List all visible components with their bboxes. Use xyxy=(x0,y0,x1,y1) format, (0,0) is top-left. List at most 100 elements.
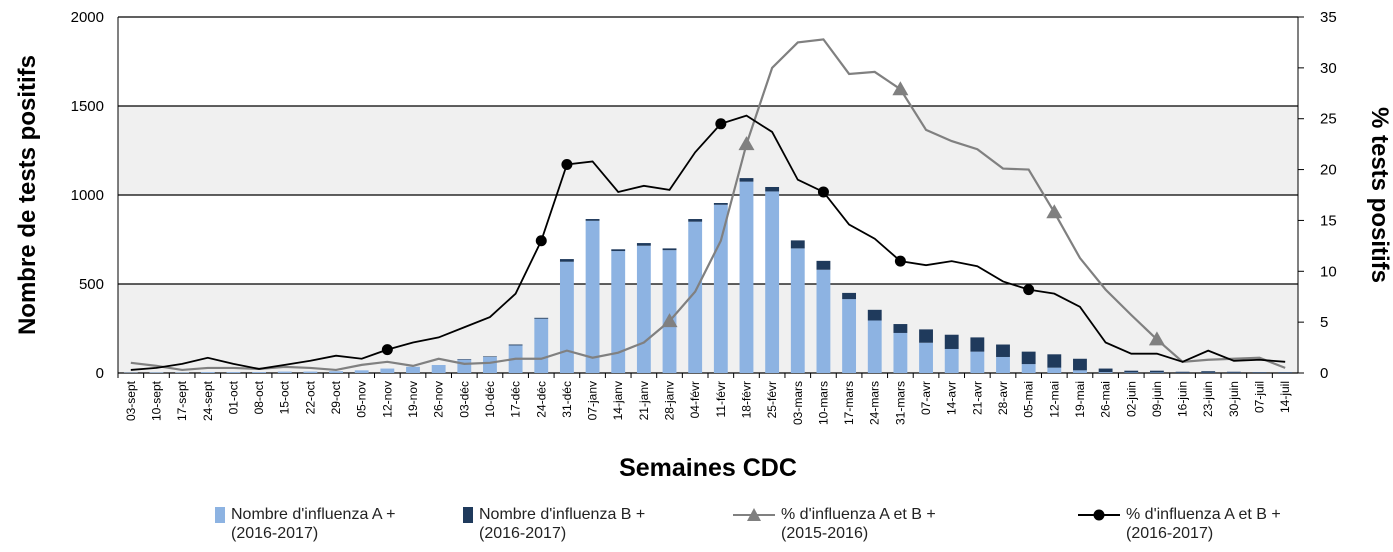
bar xyxy=(354,370,369,373)
x-tick-label: 19-nov xyxy=(406,381,420,418)
line-marker xyxy=(381,344,393,356)
bar xyxy=(739,178,754,182)
x-tick-label: 18-févr xyxy=(739,381,753,418)
bar xyxy=(483,356,497,373)
x-tick-label: 07-janv xyxy=(586,381,600,420)
legend-swatch-marker xyxy=(1093,509,1105,521)
bar xyxy=(611,251,626,373)
bar xyxy=(944,348,959,373)
bar xyxy=(713,203,728,205)
x-tick-label: 04-févr xyxy=(688,381,702,418)
x-tick-label: 22-oct xyxy=(303,380,317,414)
bar xyxy=(1098,368,1113,373)
bar xyxy=(483,356,497,357)
legend-label: Nombre d'influenza A + (2016-2017) xyxy=(231,506,396,542)
y2-tick-label: 5 xyxy=(1320,314,1328,331)
bar xyxy=(842,292,857,300)
x-tick-label: 03-déc xyxy=(457,381,471,418)
legend: Nombre d'influenza A + (2016-2017) Nombre… xyxy=(0,505,1393,552)
bar xyxy=(303,371,318,373)
bar xyxy=(1252,372,1267,373)
line-marker xyxy=(817,186,829,198)
bar xyxy=(252,372,267,373)
bar xyxy=(1226,371,1241,373)
x-tick-label: 07-avr xyxy=(919,381,933,415)
legend-item: Nombre d'influenza B + (2016-2017) xyxy=(463,505,674,543)
line-marker xyxy=(738,136,755,151)
bar xyxy=(559,261,574,373)
x-tick-label: 24-mars xyxy=(868,381,882,425)
legend-swatch-marker xyxy=(747,508,761,521)
x-tick-label: 05-nov xyxy=(355,381,369,418)
bar xyxy=(688,221,703,373)
x-tick-label: 15-oct xyxy=(278,380,292,414)
bar xyxy=(226,372,241,373)
x-tick-label: 17-déc xyxy=(509,381,523,418)
x-axis-title: Semaines CDC xyxy=(619,454,797,482)
line-marker xyxy=(1023,284,1035,296)
bar xyxy=(534,318,549,373)
legend-swatch xyxy=(463,507,473,523)
bar xyxy=(1149,372,1164,373)
line-marker xyxy=(535,235,547,247)
x-tick-label: 09-juin xyxy=(1150,381,1164,417)
bar xyxy=(867,309,882,321)
bar xyxy=(1201,371,1216,373)
bar xyxy=(534,317,549,319)
x-tick-label: 10-sept xyxy=(149,380,163,421)
bar xyxy=(149,372,164,373)
bar xyxy=(457,359,472,360)
y-tick-label: 1500 xyxy=(71,98,104,115)
grid-band xyxy=(118,106,1298,195)
x-tick-label: 16-juin xyxy=(1176,381,1190,417)
x-tick-label: 14-janv xyxy=(611,381,625,420)
y2-tick-label: 30 xyxy=(1320,60,1337,77)
bar xyxy=(175,372,190,373)
x-tick-label: 07-juil xyxy=(1253,381,1267,413)
line xyxy=(130,38,1286,372)
bar xyxy=(765,191,780,373)
bar xyxy=(790,240,805,249)
bar xyxy=(1098,372,1113,373)
legend-item: % d'influenza A et B + (2015-2016) xyxy=(733,505,976,543)
x-tick-label: 21-avr xyxy=(970,381,984,415)
bar xyxy=(1021,364,1036,373)
bar xyxy=(1175,371,1190,373)
bar xyxy=(893,332,908,373)
bar xyxy=(662,248,677,251)
bar xyxy=(970,351,985,373)
bar xyxy=(636,243,651,246)
bar xyxy=(1124,370,1139,373)
x-tick-label: 24-sept xyxy=(201,380,215,421)
bar xyxy=(457,359,472,373)
legend-swatch xyxy=(733,508,775,521)
x-tick-label: 31-mars xyxy=(893,381,907,425)
bar xyxy=(200,372,215,373)
x-tick-label: 11-févr xyxy=(714,381,728,417)
bar xyxy=(380,368,395,373)
x-tick-label: 05-mai xyxy=(1022,381,1036,418)
bar xyxy=(431,364,446,373)
line-marker xyxy=(894,255,906,267)
legend-item: % d'influenza A et B + (2016-2017) xyxy=(1078,505,1321,543)
bar xyxy=(585,220,600,373)
bar xyxy=(1047,354,1062,368)
y2-tick-label: 15 xyxy=(1320,212,1337,229)
x-tick-label: 23-juin xyxy=(1201,381,1215,417)
bar xyxy=(790,248,805,373)
bar xyxy=(996,344,1010,357)
line-marker xyxy=(1046,204,1063,219)
y2-tick-label: 0 xyxy=(1320,365,1328,382)
bar xyxy=(1047,367,1062,373)
x-tick-label: 14-avr xyxy=(945,381,959,415)
x-tick-label: 19-mai xyxy=(1073,381,1087,418)
x-tick-label: 03-sept xyxy=(124,380,138,421)
y-tick-label: 1000 xyxy=(71,187,104,204)
x-tick-label: 17-sept xyxy=(175,380,189,421)
legend-label: Nombre d'influenza B + (2016-2017) xyxy=(479,506,646,542)
bar xyxy=(713,204,728,373)
x-tick-label: 12-mai xyxy=(1047,381,1061,418)
bar xyxy=(893,324,908,333)
legend-item: Nombre d'influenza A + (2016-2017) xyxy=(215,505,426,543)
